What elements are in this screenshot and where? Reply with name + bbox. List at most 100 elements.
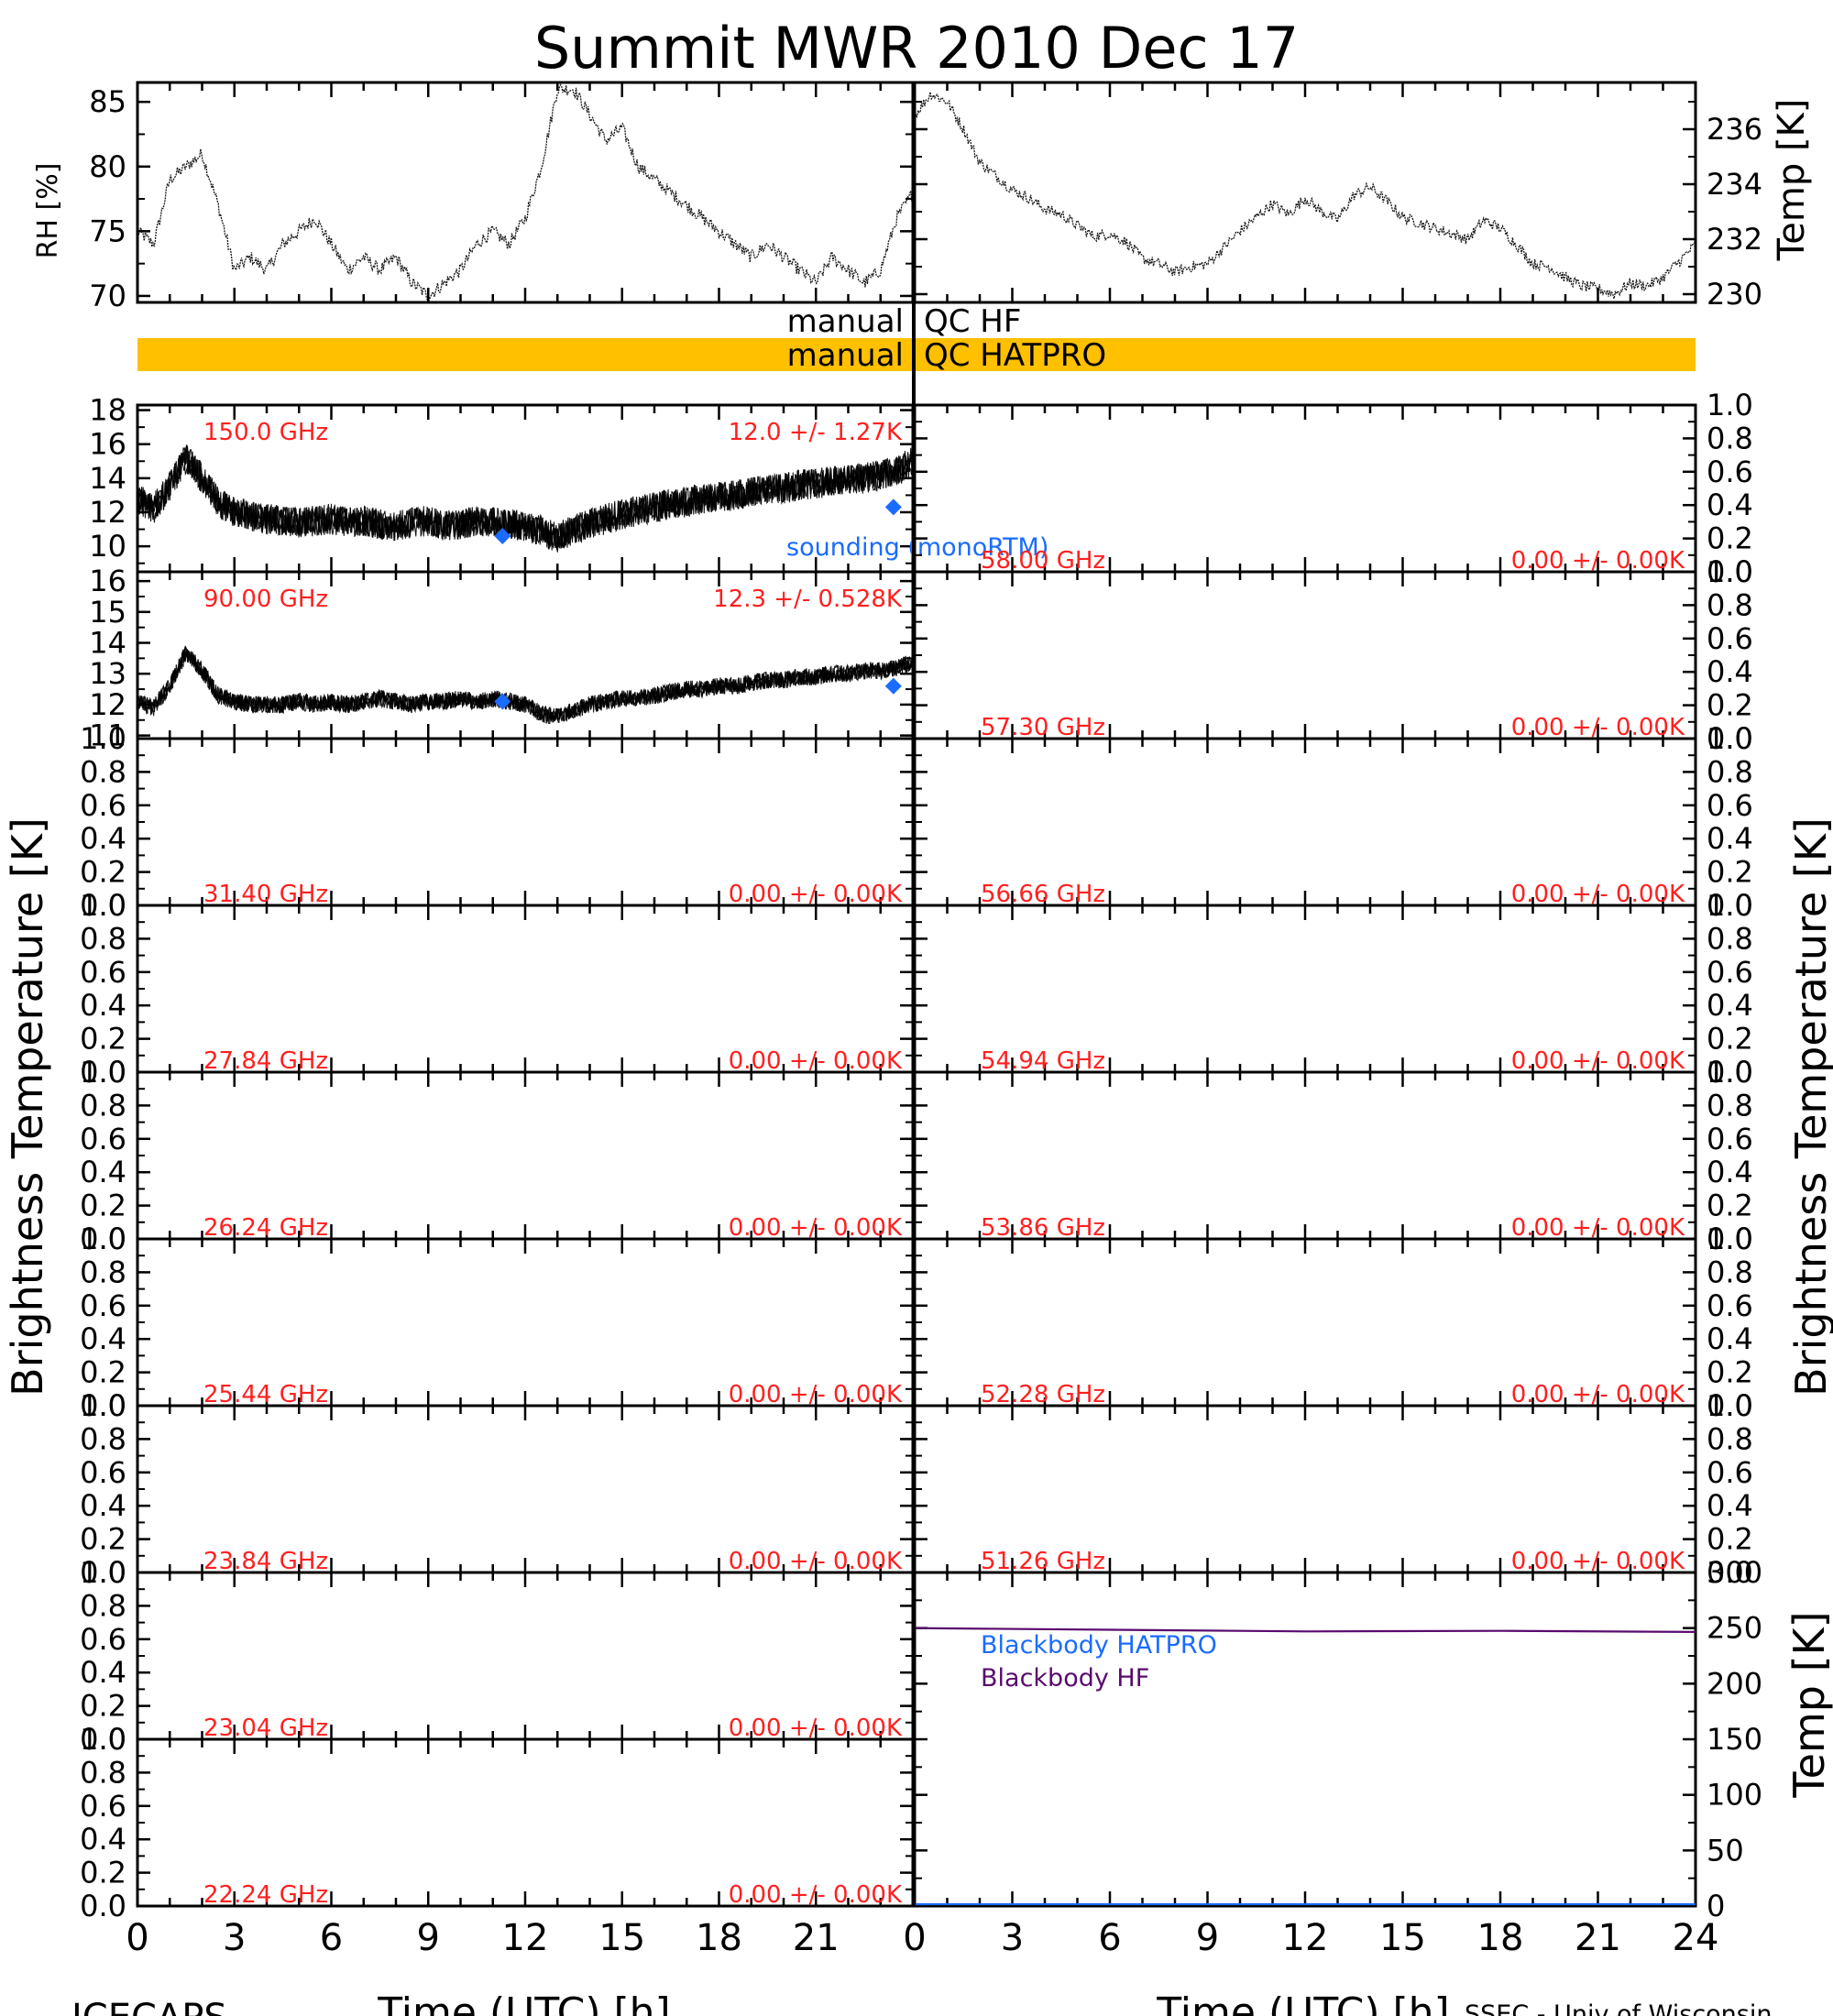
ch51_26-ytick-label: 0.2 bbox=[1707, 1522, 1753, 1557]
x-tick-label-right: 12 bbox=[1282, 1917, 1329, 1959]
ch23_04-freq-label: 23.04 GHz bbox=[203, 1715, 328, 1742]
panel-ch53_86: 0.00.20.40.60.81.053.86 GHz 0.00 +/- 0.00… bbox=[913, 1055, 1753, 1256]
ch51_26-ytick-label: 0.4 bbox=[1707, 1488, 1753, 1523]
ch26_24-ytick-label: 0.4 bbox=[80, 1155, 126, 1189]
panel-ch57_30: 0.00.20.40.60.81.057.30 GHz 0.00 +/- 0.00… bbox=[913, 554, 1753, 756]
ch25_44-stat-label: 0.00 +/- 0.00K bbox=[729, 1381, 903, 1408]
ch90-ytick-label: 11 bbox=[89, 718, 126, 753]
ch52_28-freq-label: 52.28 GHz bbox=[981, 1381, 1105, 1408]
ch53_86-ytick-label: 1.0 bbox=[1707, 1055, 1753, 1090]
x-tick-label-right: 9 bbox=[1196, 1917, 1219, 1959]
ch53_86-stat-label: 0.00 +/- 0.00K bbox=[1511, 1214, 1685, 1242]
ch58-ytick-label: 0.6 bbox=[1707, 455, 1753, 489]
ch27_84-ytick-label: 0.0 bbox=[80, 1055, 126, 1090]
ch51_26-ytick-label: 0.0 bbox=[1707, 1555, 1753, 1590]
rh-ylabel: RH [%] bbox=[32, 163, 64, 259]
series-line-1 bbox=[914, 1627, 1696, 1633]
x-tick-label-left: 18 bbox=[696, 1917, 742, 1959]
ch150-sounding-point bbox=[884, 499, 902, 516]
series-legend-1: Blackbody HF bbox=[981, 1664, 1149, 1693]
ch31_40-ytick-label: 0.2 bbox=[80, 855, 126, 890]
ch52_28-stat-label: 0.00 +/- 0.00K bbox=[1511, 1381, 1685, 1408]
ch90-ytick-label: 15 bbox=[89, 595, 126, 630]
ch90-ytick-label: 14 bbox=[89, 626, 126, 661]
ch31_40-ytick-label: 0.4 bbox=[80, 821, 126, 856]
blackbody-ytick-label: 300 bbox=[1707, 1555, 1762, 1590]
ch54_94-ytick-label: 0.8 bbox=[1707, 921, 1753, 956]
blackbody-ytick-label: 0 bbox=[1707, 1889, 1725, 1923]
panel-ch58: 0.00.20.40.60.81.058.00 GHz 0.00 +/- 0.00… bbox=[913, 388, 1753, 589]
ch31_40-ytick-label: 0.6 bbox=[80, 788, 126, 823]
ch90-trace bbox=[137, 650, 914, 724]
ch27_84-ytick-label: 0.6 bbox=[80, 955, 126, 990]
axis-titles: RH [%] Temp [K] Brightness Temperature [… bbox=[3, 99, 1833, 2016]
qc-bar-label-right: QC HATPRO bbox=[924, 337, 1106, 374]
ch57_30-ytick-label: 0.2 bbox=[1707, 688, 1753, 723]
blackbody-panel: 0 50 100 150 200 250 300 Blackbody HATPRO Blackb… bbox=[913, 1555, 1762, 1923]
ch56_66-ytick-label: 0.6 bbox=[1707, 788, 1753, 823]
ch58-ytick-label: 0.0 bbox=[1707, 554, 1753, 589]
ch51_26-ytick-label: 1.0 bbox=[1707, 1388, 1753, 1423]
rh-ytick-label: 85 bbox=[89, 84, 126, 119]
ch90-sounding-point bbox=[494, 693, 511, 710]
ch52_28-ytick-label: 1.0 bbox=[1707, 1222, 1753, 1256]
temp-trace bbox=[914, 92, 1696, 300]
x-tick-label-right: 6 bbox=[1098, 1917, 1121, 1959]
ch26_24-ytick-label: 0.6 bbox=[80, 1122, 126, 1156]
ch25_44-ytick-label: 0.4 bbox=[80, 1321, 126, 1356]
ch150-ytick-label: 18 bbox=[89, 393, 126, 428]
ch150-ytick-label: 12 bbox=[89, 495, 126, 530]
ch58-freq-label: 58.00 GHz bbox=[981, 547, 1105, 575]
blackbody-ytick-label: 150 bbox=[1707, 1722, 1762, 1757]
ch150-ytick-label: 14 bbox=[89, 461, 126, 496]
panel-ch31_40: 0.00.20.40.60.81.031.40 GHz 0.00 +/- 0.00… bbox=[80, 721, 915, 923]
ch54_94-ytick-label: 0.2 bbox=[1707, 1022, 1753, 1057]
blackbody-ytick-label: 50 bbox=[1707, 1833, 1744, 1868]
ch57_30-ytick-label: 0.8 bbox=[1707, 587, 1753, 622]
ch51_26-stat-label: 0.00 +/- 0.00K bbox=[1511, 1548, 1685, 1575]
qc-bars: manual QC HF manual QC HATPRO bbox=[137, 303, 1696, 374]
ch23_84-ytick-label: 1.0 bbox=[80, 1388, 126, 1423]
ch22_24-ytick-label: 1.0 bbox=[80, 1722, 126, 1757]
panel-ch51_26: 0.00.20.40.60.81.051.26 GHz 0.00 +/- 0.00… bbox=[913, 1388, 1753, 1590]
rh-ytick-label: 80 bbox=[89, 149, 126, 184]
panel-ch26_24: 0.00.20.40.60.81.026.24 GHz 0.00 +/- 0.00… bbox=[80, 1055, 915, 1256]
x-tick-labels: 0 3 6 9 12 15 18 21 0 3 6 9 12 15 18 21 24 bbox=[126, 1917, 1718, 1959]
ch23_04-ytick-label: 1.0 bbox=[80, 1555, 126, 1590]
ch150-ytick-label: 10 bbox=[89, 529, 126, 564]
rh-ytick-label: 75 bbox=[89, 214, 126, 248]
x-tick-label-right: 18 bbox=[1477, 1917, 1524, 1959]
ch31_40-ytick-label: 0.8 bbox=[80, 754, 126, 789]
ch58-ytick-label: 0.8 bbox=[1707, 421, 1753, 455]
bt-ylabel-left: Brightness Temperature [K] bbox=[3, 817, 52, 1397]
ch52_28-ytick-label: 0.2 bbox=[1707, 1355, 1753, 1390]
ch25_44-ytick-label: 0.8 bbox=[80, 1255, 126, 1289]
ch31_40-ytick-label: 0.0 bbox=[80, 888, 126, 923]
x-tick-label-right: 3 bbox=[1001, 1917, 1024, 1959]
ch53_86-ytick-label: 0.8 bbox=[1707, 1088, 1753, 1123]
ch90-ytick-label: 12 bbox=[89, 687, 126, 722]
ch56_66-stat-label: 0.00 +/- 0.00K bbox=[1511, 881, 1685, 908]
temp-ytick-label: 232 bbox=[1707, 222, 1762, 257]
ch150-sounding-point bbox=[494, 528, 511, 544]
ch54_94-ytick-label: 0.6 bbox=[1707, 955, 1753, 990]
ch52_28-ytick-label: 0.0 bbox=[1707, 1388, 1753, 1423]
ch150-freq-label: 150.0 GHz bbox=[203, 419, 328, 446]
panel-ch27_84: 0.00.20.40.60.81.027.84 GHz 0.00 +/- 0.00… bbox=[80, 888, 915, 1090]
ch54_94-ytick-label: 0.4 bbox=[1707, 988, 1753, 1023]
ch31_40-freq-label: 31.40 GHz bbox=[203, 881, 328, 908]
temp-ytick-label: 230 bbox=[1707, 277, 1762, 312]
ch54_94-ytick-label: 1.0 bbox=[1707, 888, 1753, 923]
xlabel-left: Time (UTC) [h] bbox=[377, 1989, 670, 2016]
ch53_86-ytick-label: 0.4 bbox=[1707, 1155, 1753, 1189]
ch23_04-ytick-label: 0.2 bbox=[80, 1689, 126, 1724]
panel-ch23_84: 0.00.20.40.60.81.023.84 GHz 0.00 +/- 0.00… bbox=[80, 1388, 915, 1590]
x-tick-label-right: 0 bbox=[903, 1917, 926, 1959]
x-tick-label-left: 0 bbox=[126, 1917, 148, 1959]
ch26_24-freq-label: 26.24 GHz bbox=[203, 1214, 328, 1242]
ch51_26-freq-label: 51.26 GHz bbox=[981, 1548, 1105, 1575]
x-tick-label-right: 21 bbox=[1575, 1917, 1621, 1959]
x-tick-label-right: 15 bbox=[1379, 1917, 1426, 1959]
ch53_86-ytick-label: 0.0 bbox=[1707, 1222, 1753, 1256]
